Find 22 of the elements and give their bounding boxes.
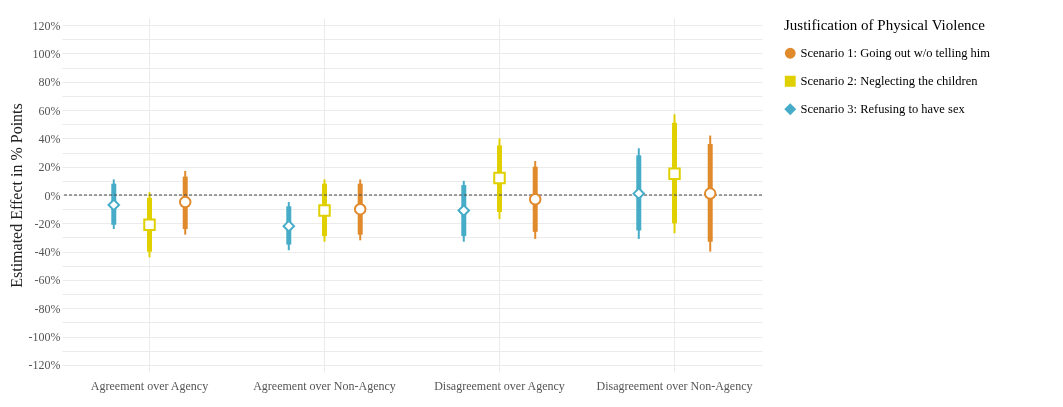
y-tick-label: -40% — [34, 245, 61, 260]
y-tick-label: 120% — [32, 18, 61, 33]
y-tick-label: -20% — [34, 216, 61, 231]
y-tick-label: 80% — [38, 75, 61, 90]
legend-label: Scenario 2: Neglecting the children — [800, 74, 979, 89]
y-tick-label: -80% — [34, 301, 61, 316]
x-tick-label: Disagreement over Non-Agency — [596, 378, 753, 393]
y-tick-label: 100% — [32, 46, 61, 61]
y-tick-label: 60% — [38, 103, 61, 118]
legend-label: Scenario 1: Going out w/o telling him — [800, 46, 991, 61]
y-tick-label: -120% — [28, 358, 61, 373]
y-tick-label: 20% — [38, 160, 61, 175]
x-tick-label: Agreement over Agency — [90, 378, 209, 393]
legend-title: Justification of Physical Violence — [784, 17, 986, 33]
y-tick-label: 40% — [38, 131, 61, 146]
y-tick-label: -60% — [34, 273, 61, 288]
legend-label: Scenario 3: Refusing to have sex — [800, 102, 966, 117]
y-axis-title: Estimated Effect in % Points — [7, 103, 25, 288]
x-tick-label: Disagreement over Agency — [434, 378, 565, 393]
y-tick-label: -100% — [28, 330, 61, 345]
y-tick-label: 0% — [44, 188, 61, 203]
x-tick-label: Agreement over Non-Agency — [253, 378, 396, 393]
